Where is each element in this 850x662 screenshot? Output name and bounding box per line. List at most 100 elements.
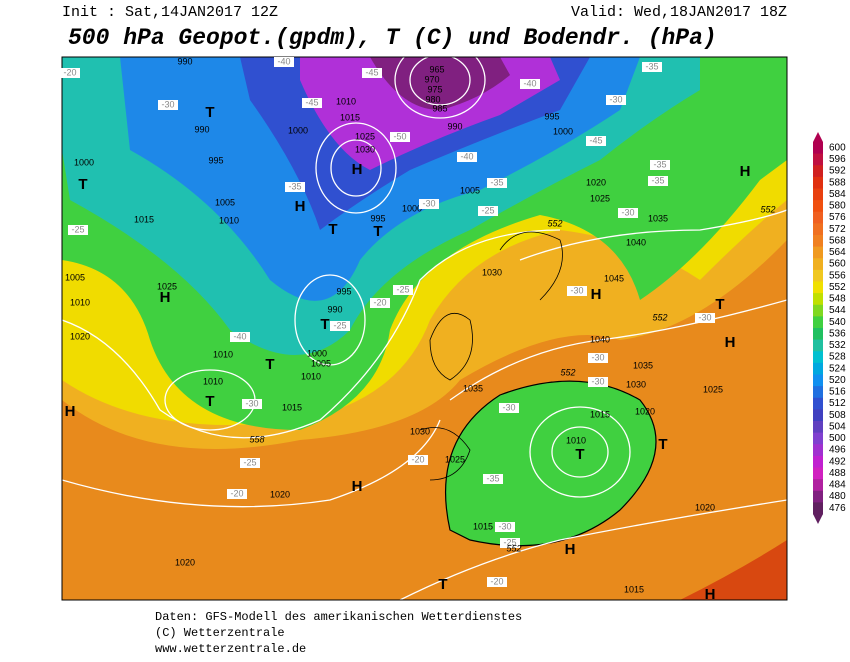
temperature-label: -20 — [230, 488, 243, 498]
isobar-label: 1010 — [336, 96, 356, 106]
colorbar-label: 540 — [829, 317, 846, 328]
colorbar-swatch — [813, 397, 823, 410]
temperature-label: -30 — [161, 99, 174, 109]
colorbar-label: 476 — [829, 503, 846, 514]
isobar-label: 1020 — [175, 557, 195, 567]
isobar-label: 995 — [370, 213, 385, 223]
colorbar-swatch — [813, 211, 823, 224]
temperature-label-box — [227, 489, 247, 499]
colorbar-label: 560 — [829, 259, 846, 270]
init-time: Init : Sat,14JAN2017 12Z — [62, 4, 278, 21]
colorbar-label: 572 — [829, 224, 846, 235]
colorbar-label: 544 — [829, 305, 846, 316]
isobar-label: 1025 — [445, 454, 465, 464]
isobar-label: 1030 — [410, 426, 430, 436]
temperature-label: -40 — [233, 331, 246, 341]
colorbar-swatch — [813, 246, 823, 259]
temperature-label-box — [274, 57, 294, 67]
isobar-label: 970 — [424, 74, 439, 84]
pressure-center-label: T — [438, 576, 447, 593]
colorbar-label: 480 — [829, 491, 846, 502]
colorbar-swatch — [813, 223, 823, 236]
pressure-center-label: H — [705, 586, 716, 603]
temperature-label: -30 — [621, 207, 634, 217]
temperature-label: -40 — [460, 151, 473, 161]
colorbar-label: 552 — [829, 282, 846, 293]
temperature-label-box — [285, 182, 305, 192]
footer-line: www.wetterzentrale.de — [155, 642, 306, 656]
geopotential-label: 558 — [249, 434, 264, 444]
isobar-label: 1025 — [355, 131, 375, 141]
isobar-label: 995 — [208, 155, 223, 165]
isobar-label: 1015 — [340, 112, 360, 122]
temperature-label: -45 — [589, 135, 602, 145]
temperature-label-box — [642, 62, 662, 72]
colorbar-label: 492 — [829, 456, 846, 467]
colorbar-label: 504 — [829, 421, 846, 432]
temperature-label: -40 — [523, 78, 536, 88]
colorbar-label: 596 — [829, 154, 846, 165]
isobar-label: 1020 — [270, 489, 290, 499]
temperature-label-box — [618, 208, 638, 218]
pressure-center-label: H — [65, 403, 76, 420]
temperature-label-box — [588, 353, 608, 363]
temperature-label: -20 — [490, 576, 503, 586]
temperature-label: -35 — [653, 159, 666, 169]
pressure-center-label: H — [740, 163, 751, 180]
temperature-label: -35 — [490, 177, 503, 187]
isobar-label: 990 — [447, 121, 462, 131]
colorbar-swatch — [813, 362, 823, 375]
colorbar-label: 496 — [829, 445, 846, 456]
temperature-label: -35 — [288, 181, 301, 191]
temperature-label-box — [606, 95, 626, 105]
temperature-label: -45 — [305, 97, 318, 107]
geopotential-label: 552 — [760, 204, 775, 214]
temperature-label: -30 — [502, 402, 515, 412]
pressure-center-label: T — [78, 176, 87, 193]
temperature-label-box — [362, 68, 382, 78]
colorbar-swatch — [813, 235, 823, 248]
colorbar-swatch — [813, 281, 823, 294]
isobar-label: 1040 — [626, 237, 646, 247]
colorbar-label: 568 — [829, 235, 846, 246]
geopotential-label: 552 — [506, 543, 521, 553]
pressure-center-label: T — [575, 446, 584, 463]
colorbar-swatch — [813, 421, 823, 434]
temperature-label: -30 — [609, 94, 622, 104]
isobar-label: 1025 — [590, 193, 610, 203]
temperature-label: -25 — [71, 224, 84, 234]
pressure-center-label: T — [328, 221, 337, 238]
temperature-label-box — [242, 399, 262, 409]
colorbar-swatch — [813, 409, 823, 422]
isobar-label: 1035 — [463, 383, 483, 393]
colorbar-swatch — [813, 339, 823, 352]
pressure-center-label: H — [160, 289, 171, 306]
footer-line: Daten: GFS-Modell des amerikanischen Wet… — [155, 610, 522, 624]
temperature-label-box — [419, 199, 439, 209]
temperature-label-box — [240, 458, 260, 468]
temperature-label: -40 — [277, 56, 290, 66]
temperature-label-box — [487, 178, 507, 188]
temperature-label-box — [60, 68, 80, 78]
temperature-label-box — [483, 474, 503, 484]
isobar-label: 1020 — [586, 177, 606, 187]
map — [62, 57, 787, 600]
temperature-label: -45 — [365, 67, 378, 77]
colorbar-label: 592 — [829, 166, 846, 177]
colorbar-label: 580 — [829, 201, 846, 212]
isobar-label: 1045 — [604, 273, 624, 283]
colorbar-label: 584 — [829, 189, 846, 200]
colorbar-swatch — [813, 479, 823, 492]
isobar-label: 1010 — [213, 349, 233, 359]
geopotential-label: 552 — [560, 367, 575, 377]
isobar-label: 1015 — [473, 521, 493, 531]
isobar-label: 1010 — [70, 297, 90, 307]
colorbar-swatch — [813, 153, 823, 166]
isobar-label: 1010 — [219, 215, 239, 225]
isobar-label: 1000 — [402, 203, 422, 213]
colorbar-label: 588 — [829, 177, 846, 188]
temperature-label-box — [408, 455, 428, 465]
isobar-label: 1000 — [288, 125, 308, 135]
colorbar-swatch — [813, 258, 823, 271]
